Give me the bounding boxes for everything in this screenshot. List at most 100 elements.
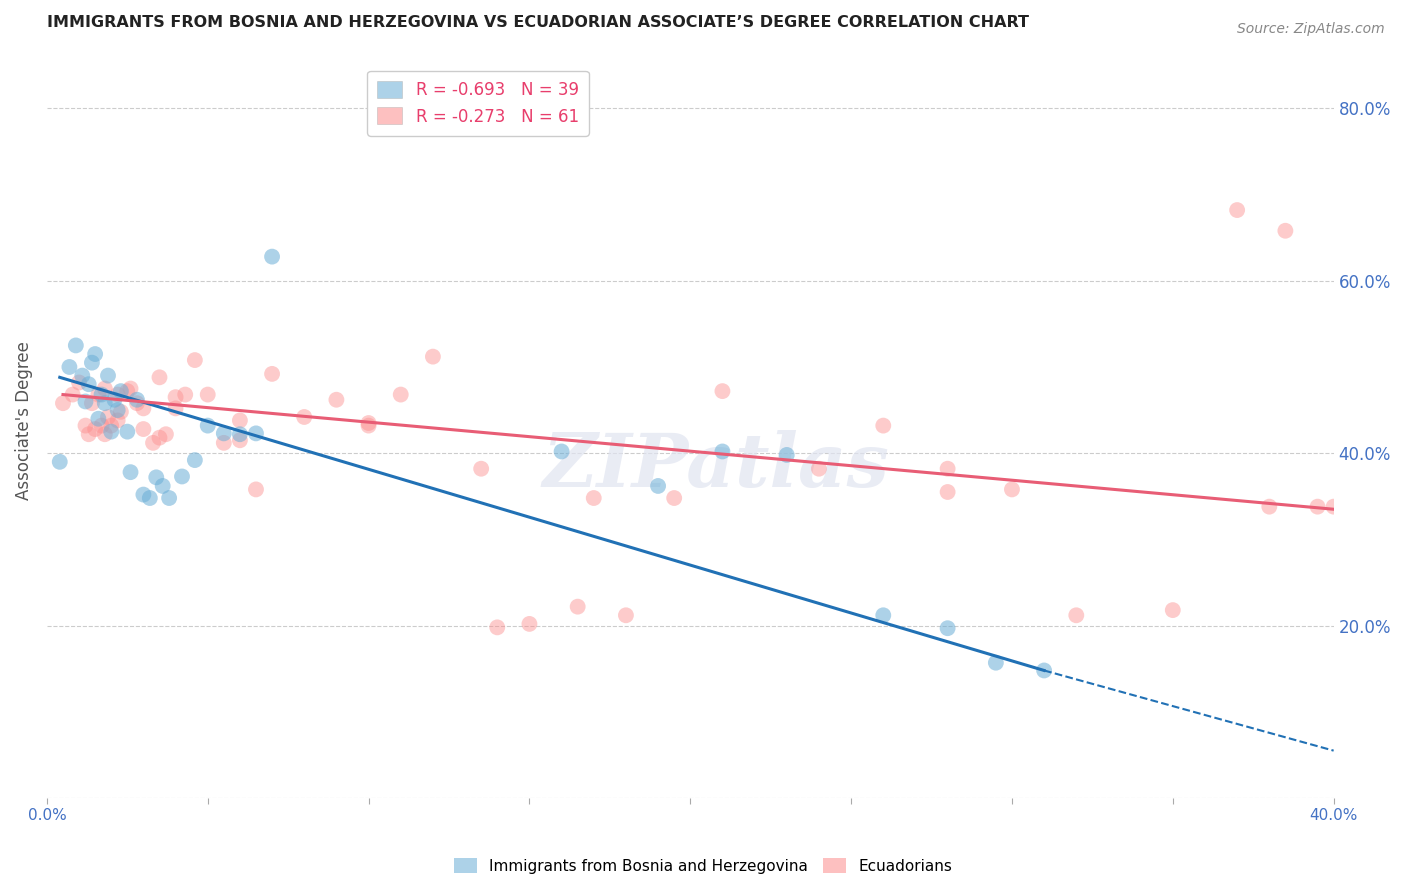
Point bbox=[100, 425, 122, 439]
Point bbox=[132, 422, 155, 436]
Point bbox=[711, 444, 734, 458]
Point bbox=[197, 418, 219, 433]
Point bbox=[80, 356, 103, 370]
Point bbox=[664, 491, 686, 505]
Point bbox=[84, 422, 107, 436]
Point bbox=[120, 465, 142, 479]
Point bbox=[262, 250, 284, 264]
Point bbox=[94, 382, 117, 396]
Point bbox=[139, 491, 162, 505]
Point bbox=[357, 418, 380, 433]
Point bbox=[212, 426, 235, 441]
Legend: R = -0.693   N = 39, R = -0.273   N = 61: R = -0.693 N = 39, R = -0.273 N = 61 bbox=[367, 70, 589, 136]
Point bbox=[97, 409, 120, 424]
Point bbox=[567, 599, 589, 614]
Point bbox=[152, 479, 174, 493]
Point bbox=[120, 382, 142, 396]
Text: ZIPatlas: ZIPatlas bbox=[543, 430, 890, 502]
Point bbox=[1306, 500, 1329, 514]
Point bbox=[90, 387, 112, 401]
Point bbox=[148, 370, 170, 384]
Point bbox=[984, 656, 1007, 670]
Point bbox=[292, 409, 315, 424]
Point bbox=[1258, 500, 1281, 514]
Point bbox=[1001, 483, 1024, 497]
Point bbox=[776, 448, 799, 462]
Point bbox=[165, 401, 187, 416]
Point bbox=[245, 483, 267, 497]
Point bbox=[132, 487, 155, 501]
Point bbox=[145, 470, 167, 484]
Point bbox=[97, 368, 120, 383]
Point bbox=[872, 608, 894, 623]
Point bbox=[1274, 224, 1296, 238]
Point bbox=[110, 405, 132, 419]
Point bbox=[647, 479, 669, 493]
Point bbox=[100, 418, 122, 433]
Point bbox=[170, 469, 193, 483]
Legend: Immigrants from Bosnia and Herzegovina, Ecuadorians: Immigrants from Bosnia and Herzegovina, … bbox=[447, 852, 959, 880]
Point bbox=[1033, 664, 1056, 678]
Point bbox=[229, 413, 252, 427]
Text: Source: ZipAtlas.com: Source: ZipAtlas.com bbox=[1237, 22, 1385, 37]
Point bbox=[49, 455, 72, 469]
Point bbox=[184, 453, 207, 467]
Point bbox=[77, 427, 100, 442]
Point bbox=[486, 620, 509, 634]
Point bbox=[58, 359, 80, 374]
Point bbox=[62, 387, 84, 401]
Point bbox=[125, 392, 148, 407]
Point bbox=[550, 444, 572, 458]
Y-axis label: Associate's Degree: Associate's Degree bbox=[15, 342, 32, 500]
Point bbox=[1064, 608, 1087, 623]
Point bbox=[117, 384, 139, 398]
Point bbox=[87, 387, 110, 401]
Point bbox=[936, 621, 959, 635]
Point bbox=[94, 396, 117, 410]
Point bbox=[125, 396, 148, 410]
Point bbox=[1323, 500, 1346, 514]
Point bbox=[94, 427, 117, 442]
Point bbox=[389, 387, 412, 401]
Point bbox=[84, 347, 107, 361]
Point bbox=[132, 401, 155, 416]
Point bbox=[229, 427, 252, 442]
Point bbox=[107, 387, 129, 401]
Point bbox=[582, 491, 605, 505]
Point bbox=[325, 392, 347, 407]
Point bbox=[936, 461, 959, 475]
Point bbox=[155, 427, 177, 442]
Point bbox=[519, 616, 541, 631]
Point bbox=[184, 353, 207, 368]
Point bbox=[245, 426, 267, 441]
Point bbox=[107, 403, 129, 417]
Point bbox=[165, 390, 187, 404]
Point bbox=[470, 461, 492, 475]
Point bbox=[117, 425, 139, 439]
Point bbox=[229, 434, 252, 448]
Point bbox=[872, 418, 894, 433]
Point bbox=[1161, 603, 1184, 617]
Text: IMMIGRANTS FROM BOSNIA AND HERZEGOVINA VS ECUADORIAN ASSOCIATE’S DEGREE CORRELAT: IMMIGRANTS FROM BOSNIA AND HERZEGOVINA V… bbox=[46, 15, 1029, 30]
Point bbox=[614, 608, 637, 623]
Point bbox=[936, 485, 959, 500]
Point bbox=[110, 384, 132, 398]
Point bbox=[262, 367, 284, 381]
Point bbox=[157, 491, 180, 505]
Point bbox=[65, 338, 87, 352]
Point bbox=[67, 376, 90, 390]
Point bbox=[87, 411, 110, 425]
Point bbox=[107, 413, 129, 427]
Point bbox=[357, 416, 380, 430]
Point bbox=[142, 435, 165, 450]
Point bbox=[422, 350, 444, 364]
Point bbox=[1226, 202, 1249, 217]
Point bbox=[80, 396, 103, 410]
Point bbox=[148, 431, 170, 445]
Point bbox=[90, 418, 112, 433]
Point bbox=[212, 435, 235, 450]
Point bbox=[711, 384, 734, 398]
Point bbox=[52, 396, 75, 410]
Point bbox=[72, 368, 94, 383]
Point bbox=[103, 392, 125, 407]
